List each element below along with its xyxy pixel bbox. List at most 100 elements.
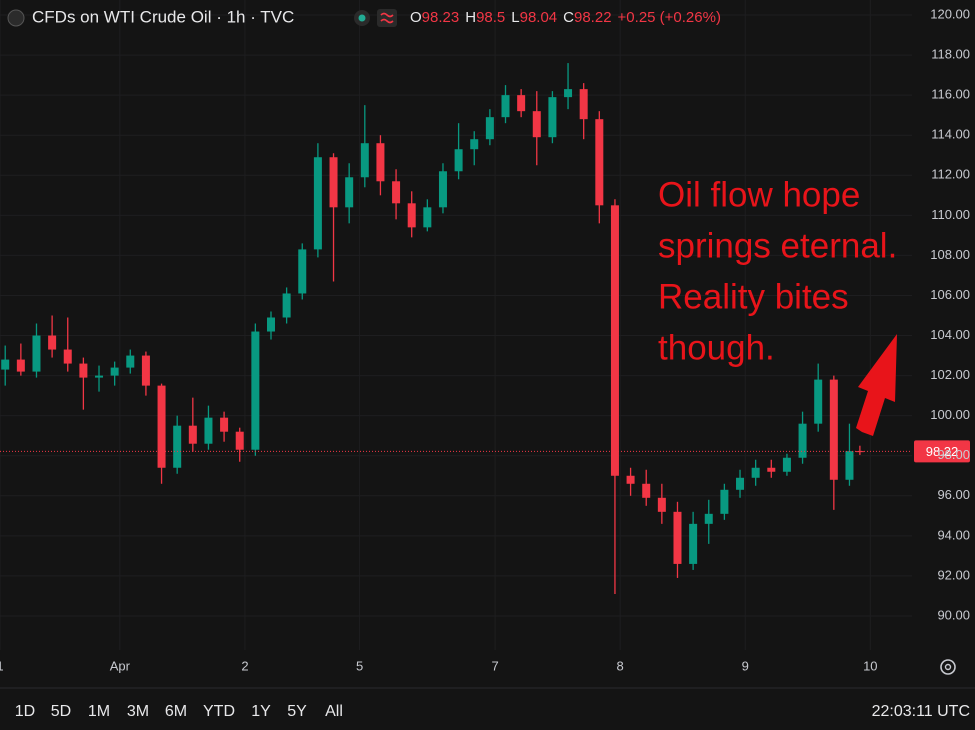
candle-body bbox=[220, 417, 229, 432]
annotation-line: springs eternal. bbox=[658, 226, 897, 265]
candle-body bbox=[141, 355, 150, 386]
ohlc-key: H bbox=[465, 9, 476, 26]
candle-body bbox=[126, 355, 135, 368]
annotation-arrow bbox=[856, 334, 897, 436]
candle-body bbox=[657, 497, 666, 512]
change-label: +0.25 (+0.26%) bbox=[618, 9, 721, 26]
candle-body bbox=[814, 379, 823, 424]
candle-body bbox=[751, 467, 760, 478]
y-tick-label: 104.00 bbox=[930, 327, 970, 342]
data-icon bbox=[377, 9, 397, 27]
ohlc-value: 98.22 bbox=[574, 9, 612, 26]
candle-body bbox=[532, 111, 541, 138]
candle-body bbox=[173, 425, 182, 468]
last-price-label: 98.22 bbox=[926, 444, 959, 459]
timeframe-button[interactable]: 1M bbox=[88, 703, 110, 720]
ohlc-key: L bbox=[511, 9, 519, 26]
candle-body bbox=[1, 359, 10, 370]
x-tick-label: 1 bbox=[0, 658, 4, 673]
timeframe-button[interactable]: 5Y bbox=[287, 703, 307, 720]
candle-body bbox=[235, 431, 244, 450]
candle-body bbox=[32, 335, 41, 372]
candle-body bbox=[438, 171, 447, 208]
candle-body bbox=[110, 367, 119, 376]
timeframe-button[interactable]: 1D bbox=[15, 703, 35, 720]
timeframe-button[interactable]: All bbox=[325, 703, 343, 720]
x-tick-label: 8 bbox=[617, 658, 624, 673]
x-tick-label: 5 bbox=[356, 658, 363, 673]
candle-body bbox=[564, 89, 573, 98]
y-tick-label: 94.00 bbox=[937, 527, 970, 542]
y-tick-label: 100.00 bbox=[930, 407, 970, 422]
candle-body bbox=[855, 451, 864, 453]
candle-body bbox=[548, 97, 557, 138]
timeframe-button[interactable]: YTD bbox=[203, 703, 235, 720]
x-tick-label: 2 bbox=[241, 658, 248, 673]
candle-body bbox=[829, 379, 838, 480]
status-dot bbox=[358, 14, 366, 22]
y-tick-label: 90.00 bbox=[937, 607, 970, 622]
last-price-box bbox=[914, 440, 970, 463]
candle-body bbox=[782, 457, 791, 472]
settings-icon[interactable] bbox=[940, 659, 956, 675]
chart-title: CFDs on WTI Crude Oil · 1h · TVC bbox=[32, 7, 294, 26]
ohlc-key: O bbox=[410, 9, 422, 26]
candle-body bbox=[470, 139, 479, 150]
ohlc-key: C bbox=[563, 9, 574, 26]
candle-body bbox=[266, 317, 275, 332]
candle-body bbox=[595, 119, 604, 206]
annotation-line: though. bbox=[658, 328, 775, 367]
candle-body bbox=[79, 363, 88, 378]
candle-body bbox=[188, 425, 197, 444]
candle-body bbox=[360, 143, 369, 178]
candle-body bbox=[736, 477, 745, 490]
clock: 22:03:11 UTC bbox=[872, 703, 970, 720]
timeframe-button[interactable]: 3M bbox=[127, 703, 149, 720]
y-tick-label: 102.00 bbox=[930, 367, 970, 382]
candle-body bbox=[767, 467, 776, 472]
candles bbox=[1, 63, 864, 594]
candle-body bbox=[454, 149, 463, 172]
candle-body bbox=[626, 475, 635, 484]
candle-body bbox=[485, 117, 494, 140]
y-tick-label: 106.00 bbox=[930, 287, 970, 302]
ohlc-value: 98.5 bbox=[476, 9, 505, 26]
x-tick-label: 7 bbox=[491, 658, 498, 673]
candle-body bbox=[345, 177, 354, 208]
candle-body bbox=[423, 207, 432, 228]
timeframe-button[interactable]: 6M bbox=[165, 703, 187, 720]
y-tick-label: 120.00 bbox=[930, 6, 970, 21]
annotation-line: Reality bites bbox=[658, 277, 849, 316]
y-tick-label: 108.00 bbox=[930, 247, 970, 262]
candle-body bbox=[579, 89, 588, 120]
candle-body bbox=[204, 417, 213, 444]
candle-body bbox=[689, 523, 698, 564]
ohlc-legend: O98.23 H98.5 L98.04 C98.22 +0.25 (+0.26%) bbox=[410, 9, 721, 26]
candle-body bbox=[16, 359, 25, 372]
y-tick-label: 116.00 bbox=[931, 87, 970, 102]
y-tick-label: 118.00 bbox=[931, 47, 970, 62]
ohlc-value: 98.23 bbox=[422, 9, 460, 26]
timeframe-button[interactable]: 1Y bbox=[251, 703, 271, 720]
candle-body bbox=[673, 511, 682, 564]
candle-body bbox=[329, 157, 338, 208]
y-tick-label: 112.00 bbox=[931, 167, 970, 182]
x-tick-label: 10 bbox=[863, 658, 877, 673]
candle-body bbox=[313, 157, 322, 250]
y-tick-label: 114.00 bbox=[931, 127, 970, 142]
candle-body bbox=[157, 385, 166, 468]
x-tick-label: Apr bbox=[110, 658, 131, 673]
timeframe-button[interactable]: 5D bbox=[51, 703, 71, 720]
candle-body bbox=[798, 423, 807, 458]
candle-body bbox=[251, 331, 260, 450]
candle-body bbox=[517, 95, 526, 112]
settings-icon-center[interactable] bbox=[944, 663, 952, 671]
candle-body bbox=[501, 95, 510, 118]
candle-body bbox=[845, 451, 854, 480]
overlay: 98.22 Oil flow hope springs eternal. Realit… bbox=[0, 175, 970, 463]
grid bbox=[0, 0, 912, 650]
y-tick-label: 98.00 bbox=[937, 447, 970, 462]
candle-body bbox=[704, 513, 713, 524]
candle-body bbox=[63, 349, 72, 364]
